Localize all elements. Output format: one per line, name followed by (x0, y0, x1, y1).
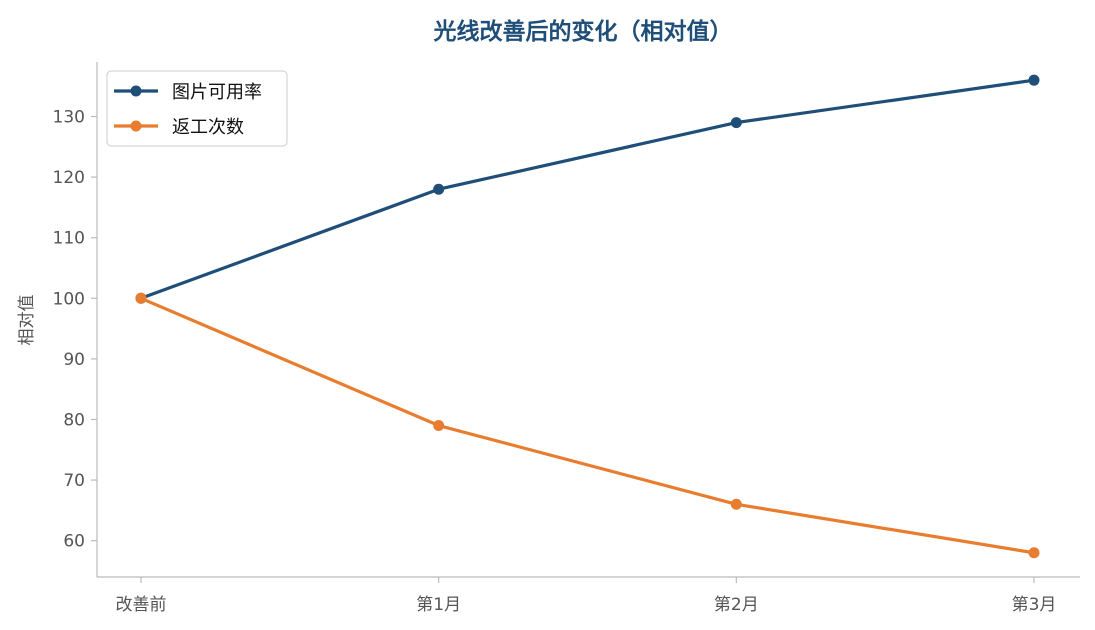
x-tick-label: 改善前 (116, 595, 167, 615)
y-tick-label: 100 (53, 289, 85, 309)
data-point (135, 292, 147, 304)
series-line (139, 296, 1036, 555)
data-point (1028, 547, 1040, 559)
y-axis-label: 相对值 (17, 295, 37, 346)
y-tick-label: 110 (53, 229, 85, 249)
series-line (139, 78, 1036, 300)
data-point (433, 420, 445, 432)
legend-label: 图片可用率 (172, 82, 262, 103)
legend-item: 返工次数 (114, 117, 244, 138)
y-tick-label: 80 (63, 410, 85, 430)
legend-item: 图片可用率 (114, 82, 262, 103)
y-ticks: 60 70 80 90 100 110 120 130 (53, 108, 97, 552)
legend-marker (130, 85, 142, 97)
legend-label: 返工次数 (172, 117, 244, 138)
y-tick-label: 130 (53, 108, 85, 128)
data-point (730, 498, 742, 510)
series-layer (135, 74, 1040, 559)
legend-marker (130, 120, 142, 132)
y-tick-label: 60 (63, 532, 85, 552)
x-ticks: 改善前 第1月 第2月 第3月 (116, 577, 1057, 615)
axes (96, 62, 1080, 578)
y-tick-label: 90 (63, 350, 85, 370)
x-tick-label: 第1月 (416, 595, 461, 615)
x-tick-label: 第3月 (1012, 595, 1057, 615)
y-tick-label: 120 (53, 168, 85, 188)
x-tick-label: 第2月 (714, 595, 759, 615)
chart-title: 光线改善后的变化（相对值） (433, 18, 733, 45)
data-point (1028, 74, 1040, 86)
series-2 (135, 292, 1040, 559)
data-point (730, 117, 742, 129)
y-tick-label: 70 (63, 471, 85, 491)
data-point (433, 183, 445, 195)
